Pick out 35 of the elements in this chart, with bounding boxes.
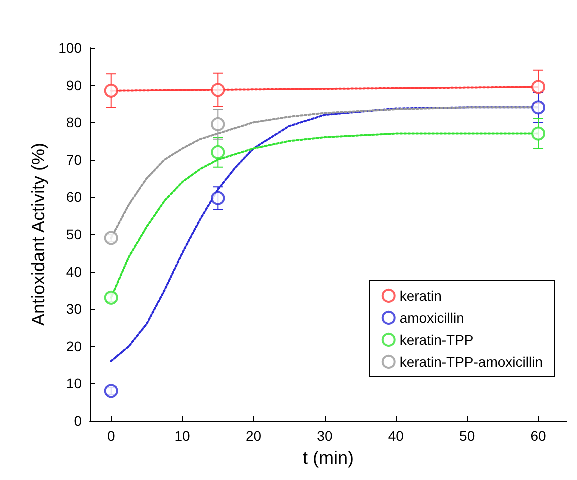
y-tick-label: 60 bbox=[66, 189, 82, 206]
legend-label: amoxicillin bbox=[400, 310, 464, 326]
y-axis-title: Antioxidant Activity (%) bbox=[28, 142, 49, 326]
point bbox=[211, 117, 226, 132]
x-axis-title: t (min) bbox=[303, 448, 354, 468]
point bbox=[211, 191, 226, 206]
point bbox=[211, 145, 226, 160]
x-tick-label: 20 bbox=[246, 428, 262, 444]
legend-label: keratin-TPP bbox=[400, 332, 474, 348]
x-tick-label: 30 bbox=[317, 428, 333, 444]
point bbox=[532, 100, 546, 115]
x-tick-label: 10 bbox=[174, 428, 191, 444]
y-tick-label: 50 bbox=[66, 226, 82, 242]
point bbox=[211, 83, 226, 98]
point bbox=[104, 231, 118, 246]
point bbox=[532, 126, 546, 141]
point bbox=[104, 290, 118, 305]
y-tick-label: 90 bbox=[66, 77, 82, 94]
y-tick-label: 0 bbox=[74, 413, 82, 429]
legend-label: keratin bbox=[400, 288, 442, 304]
y-tick-label: 20 bbox=[66, 338, 82, 354]
point bbox=[104, 84, 118, 98]
point bbox=[532, 80, 546, 94]
x-tick-label: 40 bbox=[388, 428, 404, 444]
y-tick-label: 30 bbox=[66, 301, 82, 318]
point bbox=[104, 384, 118, 398]
y-tick-label: 80 bbox=[66, 114, 82, 131]
x-tick-label: 60 bbox=[530, 428, 547, 444]
legend-label: keratin-TPP-amoxicillin bbox=[400, 354, 544, 370]
y-tick-label: 70 bbox=[66, 152, 82, 168]
y-tick-label: 100 bbox=[58, 40, 82, 56]
x-tick-label: 50 bbox=[460, 428, 476, 444]
x-tick-label: 0 bbox=[107, 428, 116, 444]
y-tick-label: 10 bbox=[66, 376, 82, 392]
y-tick-label: 40 bbox=[66, 264, 82, 280]
